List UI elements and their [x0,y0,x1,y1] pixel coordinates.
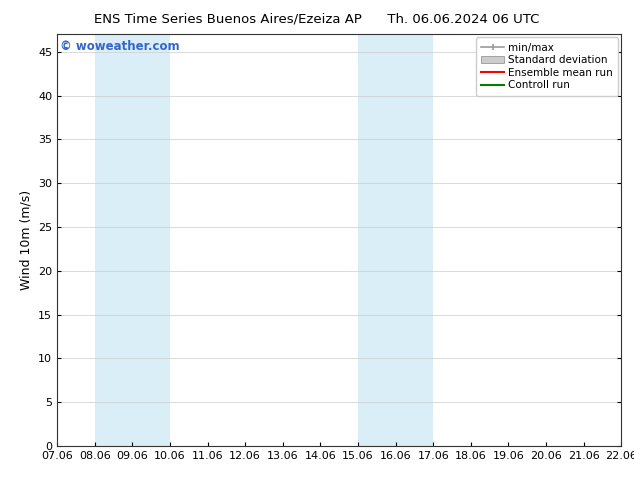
Text: © woweather.com: © woweather.com [60,41,179,53]
Bar [94,34,170,446]
Legend: min/max, Standard deviation, Ensemble mean run, Controll run: min/max, Standard deviation, Ensemble me… [476,37,618,96]
Bar [358,34,433,446]
Text: ENS Time Series Buenos Aires/Ezeiza AP      Th. 06.06.2024 06 UTC: ENS Time Series Buenos Aires/Ezeiza AP T… [94,12,540,25]
Y-axis label: Wind 10m (m/s): Wind 10m (m/s) [20,190,32,290]
